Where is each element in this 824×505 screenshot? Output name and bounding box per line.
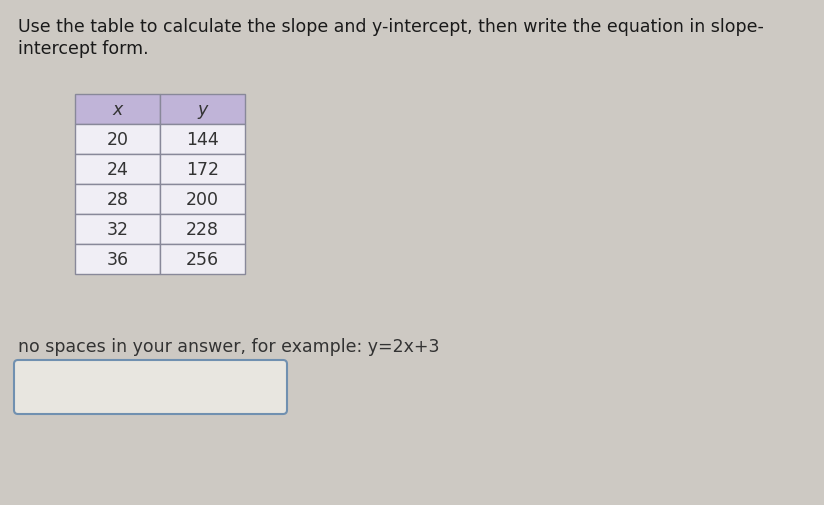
Bar bbox=[75, 125, 160, 155]
Text: 256: 256 bbox=[186, 250, 219, 269]
Bar bbox=[160, 125, 245, 155]
Text: 28: 28 bbox=[106, 190, 129, 209]
Bar bbox=[160, 95, 245, 125]
Text: intercept form.: intercept form. bbox=[18, 40, 148, 58]
Bar bbox=[75, 155, 160, 185]
Bar bbox=[160, 155, 245, 185]
Text: Use the table to calculate the slope and y-intercept, then write the equation in: Use the table to calculate the slope and… bbox=[18, 18, 764, 36]
Bar bbox=[160, 244, 245, 274]
Text: x: x bbox=[112, 101, 123, 119]
Text: 200: 200 bbox=[186, 190, 219, 209]
Bar bbox=[160, 185, 245, 215]
Text: 20: 20 bbox=[106, 131, 129, 148]
Bar bbox=[75, 215, 160, 244]
Bar bbox=[160, 215, 245, 244]
Text: 144: 144 bbox=[186, 131, 219, 148]
Text: 36: 36 bbox=[106, 250, 129, 269]
Text: no spaces in your answer, for example: y=2x+3: no spaces in your answer, for example: y… bbox=[18, 337, 439, 356]
Bar bbox=[75, 185, 160, 215]
Text: y: y bbox=[198, 101, 208, 119]
FancyBboxPatch shape bbox=[14, 360, 287, 414]
Text: 32: 32 bbox=[106, 221, 129, 238]
Text: 172: 172 bbox=[186, 161, 219, 179]
Text: 228: 228 bbox=[186, 221, 219, 238]
Bar bbox=[75, 95, 160, 125]
Bar bbox=[75, 244, 160, 274]
Text: 24: 24 bbox=[106, 161, 129, 179]
